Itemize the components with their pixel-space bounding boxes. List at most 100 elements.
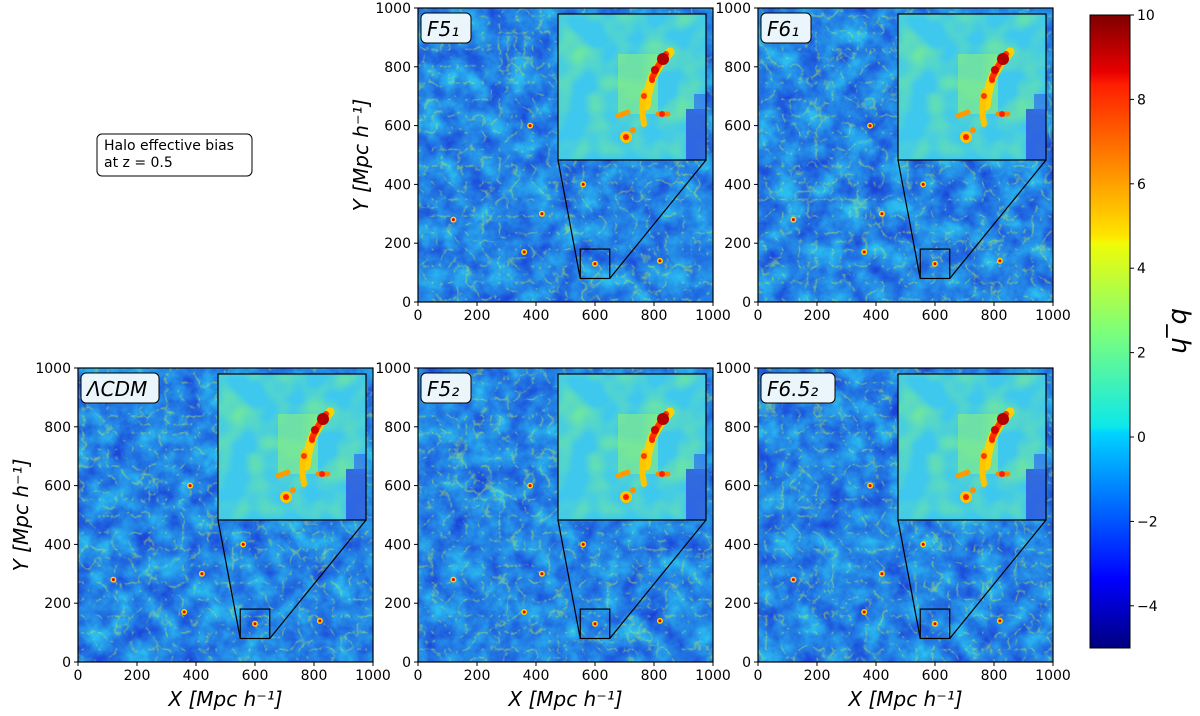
hotspot-core [868, 124, 872, 128]
x-tick-label: 800 [641, 668, 668, 684]
zoom-inset [558, 374, 706, 520]
y-axis-label: Y [Mpc h⁻¹] [349, 99, 373, 212]
zoom-inset [558, 14, 706, 160]
x-tick-label: 200 [804, 308, 831, 324]
y-tick-label: 200 [384, 596, 411, 612]
x-tick-label: 0 [414, 308, 423, 324]
x-tick-label: 400 [863, 308, 890, 324]
hotspot-core [182, 610, 186, 614]
y-tick-label: 600 [44, 479, 71, 495]
x-axis-label: X [Mpc h⁻¹] [507, 687, 622, 711]
panel-title: F6₁ [760, 12, 812, 44]
x-tick-label: 1000 [695, 668, 731, 684]
x-tick-label: 800 [981, 668, 1008, 684]
panel-2: ΛCDM 0 200 400 600 800 1000 0 200 400 600 800 1000 X … [9, 361, 391, 711]
y-tick-label: 600 [724, 479, 751, 495]
y-tick-label: 600 [384, 479, 411, 495]
panels: F5₁ 0 200 400 600 800 1000 0 200 400 600 800 1000 Y [… [9, 1, 1071, 711]
y-tick-label: 400 [44, 537, 71, 553]
x-tick-label: 600 [582, 308, 609, 324]
x-tick-label: 1000 [1035, 308, 1071, 324]
hotspot-core [188, 484, 192, 488]
hotspot-core [933, 262, 937, 266]
panel-4: F6.5₂ 0 200 400 600 800 1000 0 200 400 600 800 1000 X… [715, 361, 1070, 711]
hotspot-core [933, 622, 937, 626]
annotation-line-1: Halo effective bias [104, 138, 234, 154]
panel-title-text: ΛCDM [85, 377, 147, 401]
x-tick-label: 400 [523, 668, 550, 684]
hotspot-core [791, 218, 795, 222]
panel-title-text: F6₁ [767, 17, 799, 41]
hotspot-core [451, 218, 455, 222]
hotspot-core [451, 578, 455, 582]
inset-connector [609, 159, 707, 279]
y-tick-label: 1000 [375, 361, 411, 377]
x-tick-label: 600 [922, 668, 949, 684]
hotspot-core [868, 484, 872, 488]
x-tick-label: 800 [981, 308, 1008, 324]
y-tick-label: 400 [384, 537, 411, 553]
y-tick-label: 600 [724, 119, 751, 135]
colorbar-tick-label: 10 [1137, 8, 1155, 24]
inset-connector [557, 159, 581, 279]
annotation-line-2: at z = 0.5 [104, 155, 173, 171]
axes-frame [757, 7, 1054, 303]
inset-connector [897, 159, 921, 279]
x-tick-label: 600 [582, 668, 609, 684]
y-tick-label: 1000 [35, 361, 71, 377]
hotspot-core [318, 619, 322, 623]
y-tick-label: 800 [384, 60, 411, 76]
colorbar-tick-label: −4 [1137, 599, 1158, 615]
colorbar-tick-label: 0 [1137, 430, 1146, 446]
hotspot-core [880, 212, 884, 216]
colorbar: −4 −2 0 2 4 6 8 10 b_h [1089, 8, 1195, 649]
hotspot-core [658, 259, 662, 263]
hotspot-core [593, 262, 597, 266]
y-tick-label: 400 [724, 537, 751, 553]
y-tick-label: 0 [742, 295, 751, 311]
y-axis-label: Y [Mpc h⁻¹] [9, 459, 33, 572]
x-axis-label: X [Mpc h⁻¹] [847, 687, 962, 711]
hotspot-core [880, 572, 884, 576]
x-tick-label: 1000 [1035, 668, 1071, 684]
hotspot-core [921, 542, 925, 546]
x-tick-label: 800 [641, 308, 668, 324]
hotspot-core [528, 124, 532, 128]
axes-frame [757, 367, 1054, 663]
colorbar-tick-label: 2 [1137, 346, 1146, 362]
zoom-region-box [579, 248, 611, 280]
hotspot-core [581, 542, 585, 546]
y-tick-label: 400 [384, 177, 411, 193]
zoom-inset [218, 374, 366, 520]
x-tick-label: 200 [464, 308, 491, 324]
x-tick-label: 600 [242, 668, 269, 684]
zoom-region-box [579, 608, 611, 640]
panel-title: ΛCDM [80, 372, 160, 404]
colorbar-tick-label: −2 [1137, 514, 1158, 530]
y-tick-label: 800 [724, 420, 751, 436]
y-tick-label: 800 [44, 420, 71, 436]
hotspot-core [241, 542, 245, 546]
hotspot-core [593, 622, 597, 626]
y-tick-label: 1000 [715, 1, 751, 17]
annotation-box: Halo effective bias at z = 0.5 [96, 133, 253, 177]
y-tick-label: 1000 [715, 361, 751, 377]
y-tick-label: 800 [384, 420, 411, 436]
y-tick-label: 200 [384, 236, 411, 252]
hotspot-core [921, 182, 925, 186]
y-tick-label: 0 [62, 655, 71, 671]
y-tick-label: 0 [402, 295, 411, 311]
colorbar-tick-label: 6 [1137, 177, 1146, 193]
panel-3: F5₂ 0 200 400 600 800 1000 0 200 400 600 800 1000 X [… [375, 361, 730, 711]
colorbar-gradient [1089, 14, 1131, 649]
y-tick-label: 0 [742, 655, 751, 671]
panel-title-text: F5₂ [427, 377, 459, 401]
hotspot-core [998, 259, 1002, 263]
inset-connector [949, 159, 1047, 279]
x-tick-label: 400 [863, 668, 890, 684]
hotspot-core [111, 578, 115, 582]
panel-title-text: F5₁ [427, 17, 459, 41]
panel-title: F5₁ [420, 12, 472, 44]
y-tick-label: 600 [384, 119, 411, 135]
x-axis-label: X [Mpc h⁻¹] [167, 687, 282, 711]
